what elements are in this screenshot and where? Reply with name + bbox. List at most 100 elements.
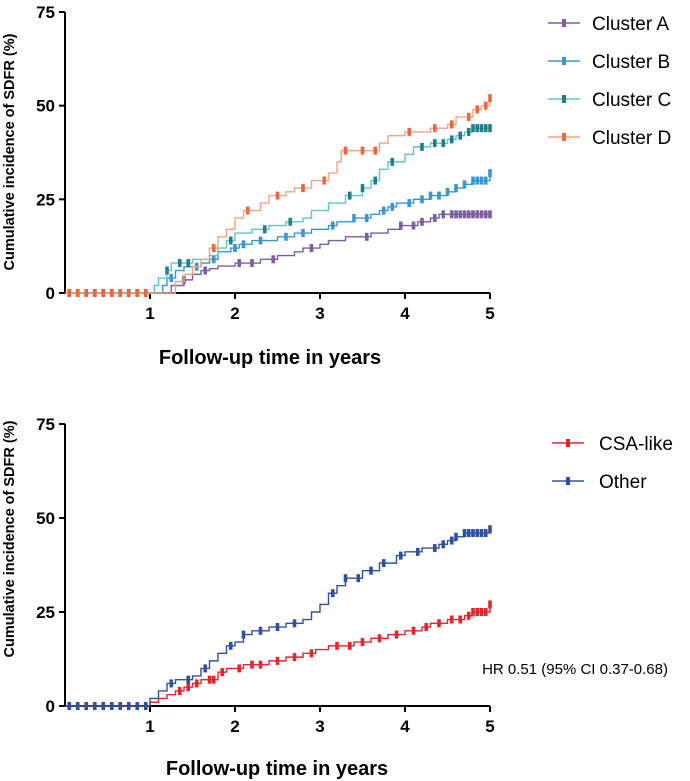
censor-mark-cluster-a (488, 210, 492, 219)
censor-mark-cluster-c (458, 131, 463, 140)
censor-mark-cluster-b (233, 244, 237, 253)
censor-mark-cluster-b (211, 255, 216, 264)
censor-mark-other (75, 702, 80, 710)
censor-mark-csa-like (479, 608, 484, 616)
y-tick-label: 0 (46, 284, 55, 303)
censor-mark-cluster-d (101, 289, 106, 297)
censor-mark-cluster-b (284, 232, 288, 241)
censor-mark-cluster-c (373, 176, 378, 185)
censor-mark-csa-like (377, 634, 382, 643)
censor-mark-other (475, 529, 480, 538)
censor-mark-csa-like (458, 615, 463, 624)
censor-mark-other (228, 641, 233, 650)
censor-mark-cluster-d (126, 289, 131, 297)
censor-mark-cluster-b (479, 176, 484, 185)
censor-mark-other (483, 529, 488, 538)
censor-mark-cluster-c (479, 124, 484, 133)
censor-mark-cluster-d (118, 289, 123, 297)
y-axis-title: Cumulative incidence of SDFR (%) (2, 420, 18, 657)
censor-mark-csa-like (275, 656, 280, 665)
censor-mark-cluster-c (475, 124, 480, 133)
censor-mark-cluster-c (186, 259, 191, 268)
censor-mark-cluster-a (475, 210, 480, 219)
censor-mark-csa-like (258, 660, 263, 669)
x-tick-label: 4 (400, 304, 410, 323)
censor-mark-csa-like (437, 619, 441, 628)
censor-mark-cluster-a (462, 210, 467, 219)
censor-mark-cluster-d (84, 289, 89, 297)
censor-mark-cluster-d (483, 101, 488, 110)
legend-item-cluster-a: Cluster A (548, 14, 669, 35)
x-tick-label: 2 (230, 717, 239, 736)
censor-mark-other (241, 630, 246, 639)
legend-label: Cluster D (592, 128, 671, 149)
y-tick-label: 0 (46, 697, 55, 716)
legend-label: Cluster A (592, 14, 669, 35)
censor-mark-other (454, 532, 458, 541)
y-tick-label: 75 (36, 3, 55, 22)
censor-mark-cluster-b (454, 184, 458, 193)
censor-mark-other (292, 619, 297, 628)
censor-mark-cluster-c (347, 191, 352, 200)
censor-mark-csa-like (475, 608, 480, 616)
censor-mark-csa-like (309, 649, 314, 658)
censor-mark-cluster-d (75, 289, 80, 297)
censor-mark-other (479, 529, 484, 538)
x-tick-label: 2 (230, 304, 239, 323)
censor-mark-cluster-c (483, 124, 488, 133)
censor-mark-cluster-b (428, 191, 433, 200)
legend-item-csa-like: CSA-like (552, 434, 673, 455)
censor-mark-cluster-d (488, 94, 492, 103)
y-tick-label: 25 (36, 190, 55, 209)
y-tick-label: 75 (36, 415, 55, 434)
censor-mark-other (441, 540, 446, 549)
censor-mark-other (203, 664, 208, 673)
censor-mark-csa-like (194, 679, 199, 688)
censor-mark-other (369, 566, 373, 575)
censor-mark-cluster-a (364, 232, 369, 241)
censor-mark-cluster-c (288, 217, 293, 226)
censor-mark-csa-like (250, 660, 254, 669)
legend-swatch-mark (562, 133, 566, 141)
y-axis-title: Cumulative incidence of SDFR (%) (2, 33, 18, 270)
censor-mark-cluster-a (237, 259, 242, 268)
censor-mark-cluster-c (432, 139, 437, 148)
series-line-cluster-a (65, 213, 490, 294)
series-line-csa-like (65, 604, 491, 707)
censor-mark-cluster-a (250, 259, 254, 268)
series-line-cluster-b (65, 173, 491, 294)
censor-mark-other (275, 623, 280, 632)
censor-mark-cluster-d (109, 289, 114, 297)
censor-mark-cluster-d (407, 127, 412, 136)
x-tick-label: 5 (485, 717, 494, 736)
censor-mark-cluster-b (390, 202, 395, 211)
censor-mark-other (186, 675, 191, 684)
censor-mark-other (109, 702, 114, 710)
censor-mark-cluster-c (488, 124, 492, 133)
y-tick-label: 25 (36, 603, 55, 622)
censor-mark-cluster-d (211, 244, 216, 253)
censor-mark-other (343, 574, 348, 583)
censor-mark-cluster-a (458, 210, 463, 219)
censor-mark-csa-like (424, 623, 429, 632)
censor-mark-cluster-d (67, 289, 72, 297)
censor-mark-other (462, 529, 467, 538)
censor-mark-cluster-b (330, 221, 335, 230)
censor-mark-csa-like (466, 611, 471, 620)
censor-mark-cluster-d (322, 176, 327, 185)
censor-mark-cluster-c (466, 127, 471, 136)
x-axis-title: Follow-up time in years (166, 758, 388, 780)
censor-mark-cluster-c (360, 184, 365, 193)
censor-mark-cluster-d (343, 146, 348, 155)
censor-mark-cluster-a (309, 244, 314, 253)
censor-mark-csa-like (207, 675, 212, 684)
censor-mark-csa-like (483, 608, 488, 616)
censor-mark-cluster-b (169, 274, 174, 283)
x-tick-label: 3 (315, 304, 324, 323)
cluster-chart: Cumulative incidence of SDFR (%) Follow-… (2, 3, 671, 369)
censor-mark-cluster-b (258, 236, 263, 245)
censor-mark-other (135, 702, 140, 710)
censor-mark-cluster-d (92, 289, 97, 297)
censor-mark-cluster-a (271, 255, 276, 264)
legend-swatch-mark (566, 439, 570, 447)
